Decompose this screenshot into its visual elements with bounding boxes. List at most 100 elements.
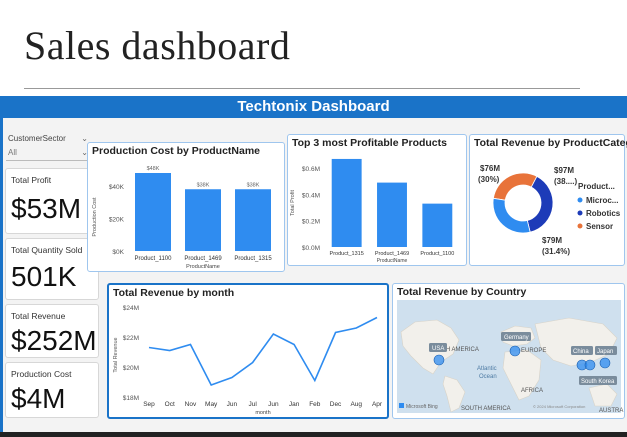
x-tick-label: Aug: [350, 401, 362, 408]
x-tick-label: Product_1315: [330, 251, 364, 257]
x-axis-label: month: [255, 410, 270, 416]
country-tag-china: [571, 346, 593, 355]
legend-marker[interactable]: [577, 197, 583, 203]
bar[interactable]: [377, 182, 407, 247]
map-bubble-germany[interactable]: [509, 345, 521, 357]
map-label-south-america: SOUTH AMERICA: [461, 406, 511, 412]
kpi-card-total-quantity-sold[interactable]: Total Quantity Sold 501K: [5, 238, 99, 300]
country-label-china: China: [573, 349, 589, 355]
x-tick-label: Jul: [248, 401, 257, 408]
map-title: Total Revenue by Country: [397, 286, 527, 298]
legend-marker[interactable]: [577, 223, 583, 229]
world-map[interactable]: NORTH AMERICA EUROPE AFRICA SOUTH AMERIC…: [393, 284, 624, 418]
revenue-by-category-donut: $76M (30%) $97M (38....) $79M (31.4%) Product.…: [478, 164, 621, 256]
bar[interactable]: [422, 203, 453, 247]
chart-title: Production Cost by ProductName: [92, 145, 261, 157]
country-tag-usa: [429, 343, 447, 352]
map-bubble-japan[interactable]: [599, 357, 611, 369]
revenue-by-country-card[interactable]: Total Revenue by Country NORTH AMERICA E…: [392, 283, 625, 419]
top3-profitable-chart-card[interactable]: Top 3 most Profitable Products $0.0M $0.2…: [287, 134, 467, 266]
country-label-usa: USA: [432, 346, 444, 352]
map-copyright: © 2024 Microsoft Corporation: [533, 404, 585, 409]
slicer-value[interactable]: All: [8, 148, 17, 157]
chart-title: Total Revenue by month: [113, 287, 235, 299]
x-tick-label: Dec: [330, 401, 342, 408]
y-tick-label: $20K: [109, 217, 125, 224]
kpi-value: $252M: [11, 325, 97, 356]
kpi-label: Total Quantity Sold: [11, 245, 83, 255]
x-tick-label: Apr: [372, 401, 383, 408]
title-divider: [24, 88, 580, 89]
y-tick-label: $0.0M: [302, 245, 320, 252]
map-label-north-america: NORTH AMERICA: [429, 347, 479, 353]
top3-profitable-chart: $0.0M $0.2M $0.4M $0.6M Total Profit Product_…: [290, 158, 454, 264]
y-tick-label: $18M: [123, 395, 139, 402]
slice-label: $76M: [480, 164, 500, 173]
revenue-by-category-card[interactable]: Total Revenue by ProductCategory $76M (30…: [469, 134, 627, 266]
y-tick-label: $40K: [109, 184, 125, 191]
bar[interactable]: [185, 189, 221, 251]
x-tick-label: Sep: [143, 401, 155, 408]
x-axis-label: ProductName: [377, 258, 408, 264]
slice-label: (38....): [554, 177, 577, 186]
revenue-by-month-card[interactable]: Total Revenue by month $18M $20M $22M $24M T…: [107, 283, 389, 419]
map-label-atlantic: Atlantic: [477, 366, 497, 372]
legend-marker[interactable]: [577, 210, 583, 216]
x-tick-label: Product_1469: [375, 251, 409, 257]
x-tick-label: Jan: [289, 401, 300, 408]
y-tick-label: $0.4M: [302, 192, 320, 199]
x-tick-label: Nov: [185, 401, 197, 408]
kpi-value: $53M: [11, 193, 82, 224]
y-tick-label: $0K: [112, 249, 124, 256]
revenue-by-month-line-chart: $18M $20M $22M $24M Total Revenue Sep Oct Nov Ma…: [113, 305, 383, 416]
map-label-australia: AUSTRA: [599, 408, 623, 414]
map-bubble-usa[interactable]: [433, 354, 445, 366]
y-tick-label: $0.6M: [302, 166, 320, 173]
legend-item: Sensor: [586, 222, 613, 231]
map-label-europe: EUROPE: [521, 348, 546, 354]
chart-title: Top 3 most Profitable Products: [292, 137, 447, 149]
kpi-card-production-cost[interactable]: Production Cost $4M: [5, 362, 99, 418]
dashboard-header-bar: [0, 96, 627, 118]
kpi-value: 501K: [11, 261, 77, 292]
kpi-card-total-revenue[interactable]: Total Revenue $252M: [5, 304, 99, 358]
slice-label: (31.4%): [542, 247, 570, 256]
map-bubble-south-korea[interactable]: [584, 359, 596, 371]
chevron-up-icon[interactable]: ⌄: [81, 134, 88, 143]
slicer-underline: [6, 160, 88, 161]
x-tick-label: Feb: [309, 401, 321, 408]
x-tick-label: Jun: [268, 401, 279, 408]
x-tick-label: Jun: [227, 401, 238, 408]
country-tag-south-korea: [579, 376, 617, 385]
bar[interactable]: [135, 173, 171, 251]
donut-slice[interactable]: [492, 172, 538, 201]
kpi-label: Production Cost: [11, 369, 72, 379]
south-america-landmass: [442, 375, 466, 413]
x-tick-label: Product_1315: [234, 256, 272, 262]
slice-label: $79M: [542, 236, 562, 245]
production-cost-chart-card[interactable]: Production Cost by ProductName $0K $20K $4…: [87, 142, 285, 272]
country-tag-japan: [595, 346, 617, 355]
map-label-africa: AFRICA: [521, 388, 543, 394]
legend-item: Robotics: [586, 209, 621, 218]
y-tick-label: $0.2M: [302, 219, 320, 226]
bar[interactable]: [235, 189, 271, 251]
chevron-down-icon[interactable]: ⌄: [81, 148, 88, 157]
legend-item: Microc...: [586, 196, 618, 205]
bar[interactable]: [331, 158, 362, 247]
legend-title: Product...: [578, 182, 615, 191]
country-tag-germany: [501, 332, 531, 341]
chart-title: Total Revenue by ProductCategory: [474, 137, 627, 149]
slice-label: (30%): [478, 175, 500, 184]
customer-sector-slicer[interactable]: CustomerSector ⌄ All ⌄: [6, 134, 88, 162]
data-label: $48K: [147, 166, 160, 172]
bing-logo-icon: [399, 403, 404, 408]
line-series: [148, 316, 378, 386]
country-label-japan: Japan: [597, 349, 613, 355]
y-axis-label: Total Revenue: [113, 337, 119, 372]
x-axis-label: ProductName: [186, 264, 220, 270]
donut-slice[interactable]: [492, 197, 531, 234]
x-tick-label: Product_1100: [135, 256, 173, 262]
kpi-card-total-profit[interactable]: Total Profit $53M: [5, 168, 99, 234]
x-tick-label: Product_1100: [420, 251, 454, 257]
